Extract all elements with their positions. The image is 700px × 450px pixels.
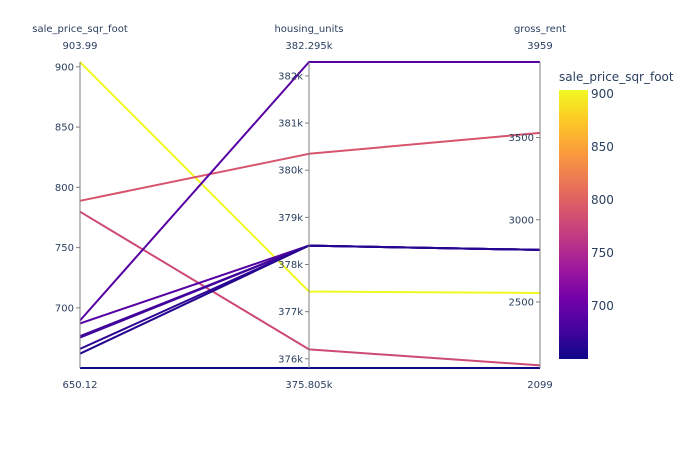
- data-line-5: [79, 244, 541, 325]
- axis-tick-label: 376k: [278, 354, 303, 365]
- axis-tick-label: 3500: [509, 133, 534, 144]
- axis-tick-label: 382k: [278, 71, 303, 82]
- axis-tick-label: 378k: [278, 260, 303, 271]
- axis-range-min: 375.805k: [285, 380, 332, 391]
- colorbar-tick-label: 900: [591, 87, 614, 101]
- colorbar-gradient: [559, 90, 588, 359]
- colorbar-tick-label: 750: [591, 246, 614, 260]
- axis-tick-label: 377k: [278, 307, 303, 318]
- data-line-4: [79, 61, 540, 322]
- axis-range-max: 903.99: [63, 41, 98, 52]
- colorbar-tick-label: 700: [591, 299, 614, 313]
- axis-tick-label: 900: [55, 62, 74, 73]
- axis-tick-label: 800: [55, 183, 74, 194]
- axis-tick-label: 700: [55, 303, 74, 314]
- data-line-1: [79, 61, 541, 294]
- axis-title: gross_rent: [514, 24, 566, 35]
- axis-tick-label: 3000: [509, 215, 534, 226]
- axis-housing-units[interactable]: housing_units 382.295k 375.805k 376k 377k 378…: [274, 24, 343, 391]
- axis-title: sale_price_sqr_foot: [32, 24, 128, 35]
- axis-title: housing_units: [274, 24, 343, 35]
- data-line-2: [79, 131, 541, 202]
- axis-sale-price-sqr-foot[interactable]: sale_price_sqr_foot 903.99 650.12 700 750 800…: [32, 24, 128, 391]
- axis-tick-label: 850: [55, 123, 74, 134]
- colorbar-tick-label: 850: [591, 140, 614, 154]
- data-line-3: [79, 210, 541, 367]
- axis-tick-label: 2500: [509, 298, 534, 309]
- axis-range-max: 382.295k: [285, 41, 332, 52]
- data-lines: [79, 61, 541, 369]
- data-line-8: [79, 244, 541, 350]
- axis-tick-label: 381k: [278, 119, 303, 130]
- axis-tick-label: 379k: [278, 213, 303, 224]
- colorbar-tick-label: 800: [591, 193, 614, 207]
- axis-range-min: 650.12: [63, 380, 98, 391]
- axis-range-max: 3959: [527, 41, 552, 52]
- axis-tick-label: 750: [55, 243, 74, 254]
- colorbar-title: sale_price_sqr_foot: [559, 70, 674, 84]
- axis-gross-rent[interactable]: gross_rent 3959 2099 2500 3000 3500: [509, 24, 567, 391]
- axis-tick-label: 380k: [278, 166, 303, 177]
- axes: sale_price_sqr_foot 903.99 650.12 700 750 800…: [32, 24, 566, 391]
- axis-range-min: 2099: [527, 380, 552, 391]
- colorbar: sale_price_sqr_foot 700 750 800 850 900: [559, 70, 674, 359]
